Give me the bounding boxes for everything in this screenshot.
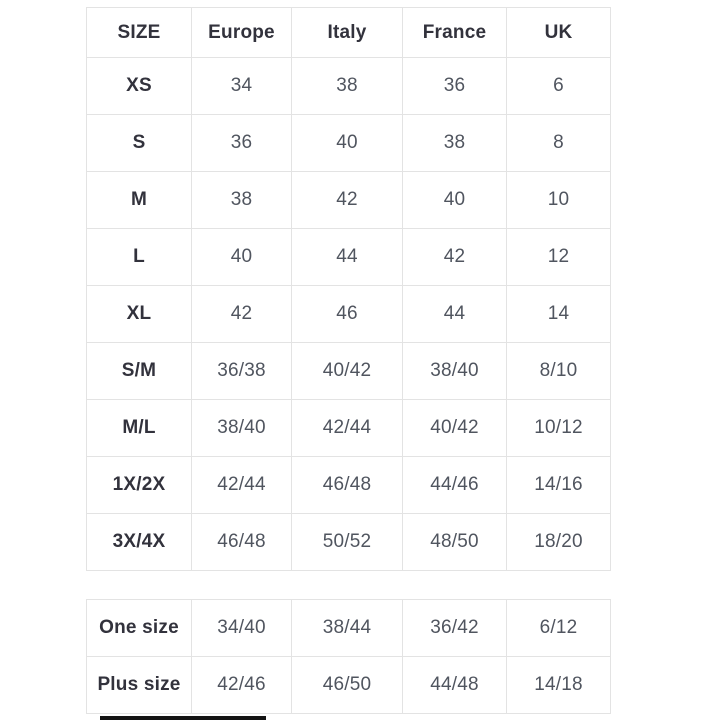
size-value-cell: 42/44 [191,456,292,514]
size-value-cell: 34/40 [191,599,292,657]
size-value-cell: 40/42 [402,399,507,457]
size-row-ml: M/L 38/40 42/44 40/42 10/12 [86,399,611,457]
size-value-cell: 36/42 [402,599,507,657]
size-value-cell: 14/18 [506,656,611,714]
size-label-cell: S/M [86,342,192,400]
size-label-cell: XL [86,285,192,343]
size-value-cell: 42 [291,171,403,229]
size-value-cell: 6/12 [506,599,611,657]
column-header-uk: UK [506,7,611,58]
size-value-cell: 44 [402,285,507,343]
size-label-cell: L [86,228,192,286]
size-value-cell: 38 [191,171,292,229]
size-value-cell: 44 [291,228,403,286]
size-value-cell: 36 [191,114,292,172]
size-value-cell: 38/40 [191,399,292,457]
size-row-xs: XS 34 38 36 6 [86,57,611,115]
size-label-cell: M/L [86,399,192,457]
size-value-cell: 42 [191,285,292,343]
size-value-cell: 42/44 [291,399,403,457]
size-value-cell: 38/44 [291,599,403,657]
size-value-cell: 6 [506,57,611,115]
size-value-cell: 44/46 [402,456,507,514]
size-value-cell: 38 [402,114,507,172]
size-label-cell: XS [86,57,192,115]
column-header-size: SIZE [86,7,192,58]
size-label-cell: S [86,114,192,172]
size-value-cell: 36 [402,57,507,115]
size-value-cell: 40 [191,228,292,286]
size-value-cell: 8/10 [506,342,611,400]
size-value-cell: 14 [506,285,611,343]
size-label-cell: M [86,171,192,229]
size-label-cell: 1X/2X [86,456,192,514]
size-value-cell: 46/48 [191,513,292,571]
size-value-cell: 10/12 [506,399,611,457]
size-value-cell: 46/48 [291,456,403,514]
size-value-cell: 40/42 [291,342,403,400]
size-conversion-table: SIZE Europe Italy France UK XS 34 38 36 … [86,7,611,571]
size-value-cell: 40 [291,114,403,172]
cropped-bottom-bar [100,716,266,720]
size-row-s: S 36 40 38 8 [86,114,611,172]
size-value-cell: 42 [402,228,507,286]
size-value-cell: 42/46 [191,656,292,714]
size-row-xl: XL 42 46 44 14 [86,285,611,343]
column-header-europe: Europe [191,7,292,58]
size-value-cell: 10 [506,171,611,229]
size-value-cell: 38 [291,57,403,115]
size-value-cell: 18/20 [506,513,611,571]
size-value-cell: 48/50 [402,513,507,571]
size-label-cell: 3X/4X [86,513,192,571]
size-value-cell: 44/48 [402,656,507,714]
size-row-sm: S/M 36/38 40/42 38/40 8/10 [86,342,611,400]
size-row-m: M 38 42 40 10 [86,171,611,229]
column-header-italy: Italy [291,7,403,58]
size-row-3x4x: 3X/4X 46/48 50/52 48/50 18/20 [86,513,611,571]
size-row-plus-size: Plus size 42/46 46/50 44/48 14/18 [86,656,611,714]
size-value-cell: 38/40 [402,342,507,400]
size-value-cell: 8 [506,114,611,172]
column-header-france: France [402,7,507,58]
size-label-cell: Plus size [86,656,192,714]
size-value-cell: 40 [402,171,507,229]
size-label-cell: One size [86,599,192,657]
size-value-cell: 50/52 [291,513,403,571]
size-value-cell: 46 [291,285,403,343]
size-value-cell: 46/50 [291,656,403,714]
size-value-cell: 14/16 [506,456,611,514]
header-row: SIZE Europe Italy France UK [86,7,611,58]
size-row-one-size: One size 34/40 38/44 36/42 6/12 [86,599,611,657]
size-row-l: L 40 44 42 12 [86,228,611,286]
special-size-conversion-table: One size 34/40 38/44 36/42 6/12 Plus siz… [86,599,611,714]
size-value-cell: 36/38 [191,342,292,400]
size-value-cell: 34 [191,57,292,115]
size-row-1x2x: 1X/2X 42/44 46/48 44/46 14/16 [86,456,611,514]
size-value-cell: 12 [506,228,611,286]
